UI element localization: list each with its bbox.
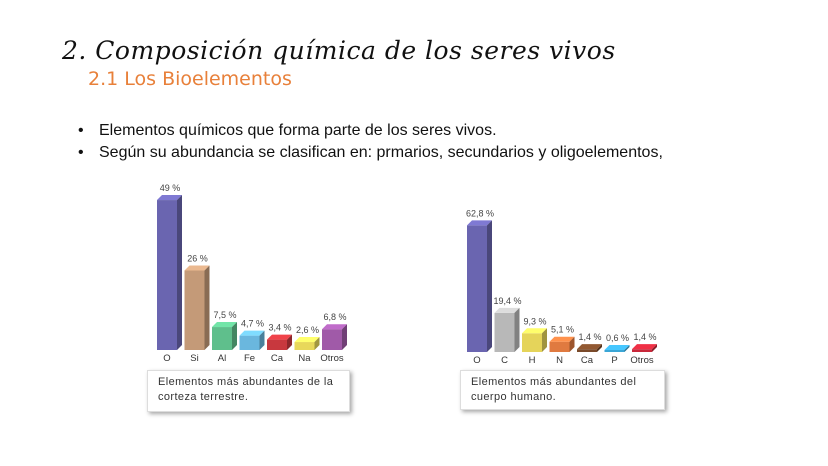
bar-top [467,220,492,226]
category-label: Na [298,353,311,364]
bar-side [569,336,575,352]
bar-top [632,344,657,350]
data-label: 1,4 % [633,332,656,342]
bar-top [184,265,210,271]
category-label: P [611,355,617,366]
bar-side [597,344,602,352]
data-label: 7,5 % [213,310,236,320]
category-label: C [501,355,508,366]
data-label: 4,7 % [241,319,264,329]
bar-Al [212,327,232,350]
data-label: 9,3 % [523,316,546,326]
category-label: Si [190,353,198,364]
bar-side [314,337,320,350]
bar-O [467,225,487,352]
data-label: 26 % [187,253,208,263]
category-label: Ca [271,353,284,364]
data-label: 19,4 % [493,296,521,306]
bullet-item: Según su abundancia se clasifican en: pr… [78,142,663,164]
chart-caption-corteza: Elementos más abundantes de la corteza t… [147,370,350,412]
bar-chart-0: 49 % O 26 % Si 7,5 % Al 4,7 % Fe 3,4 % Ca 2,6 % Na 6… [157,183,347,364]
category-label: Fe [244,353,255,364]
bar-side [287,334,292,350]
category-label: O [163,353,170,364]
bar-chart-1: 62,8 % O 19,4 % C 9,3 % H 5,1 % N 1,4 % Ca 0,6 % P 1… [466,208,657,366]
bar-top [212,322,237,328]
bar-Otros [632,349,652,352]
bar-H [522,333,542,352]
bar-top [267,334,292,340]
data-label: 3,4 % [268,323,291,333]
bar-N [549,341,570,352]
bar-side [177,195,182,350]
category-label: Al [218,353,226,364]
bar-side [542,328,547,352]
bar-top [522,328,547,334]
category-label: H [529,355,536,366]
bar-top [577,344,602,350]
bar-side [342,324,347,350]
bar-top [322,324,347,330]
bar-Ca [267,339,287,350]
bar-Si [184,270,205,350]
bullet-item: Elementos químicos que forma parte de lo… [78,120,663,142]
category-label: N [556,355,563,366]
bar-top [494,307,520,313]
bar-side [624,345,630,352]
category-label: Ca [581,355,594,366]
bar-side [514,307,520,352]
bar-top [294,337,320,343]
data-label: 49 % [160,183,181,193]
category-label: O [473,355,480,366]
data-label: 62,8 % [466,208,494,218]
bar-Fe [239,335,260,350]
data-label: 0,6 % [606,333,629,343]
data-label: 6,8 % [323,312,346,322]
bullet-list: Elementos químicos que forma parte de lo… [78,120,663,164]
category-label: Otros [630,355,653,366]
bar-C [494,312,515,352]
bar-Ca [577,349,597,352]
bar-side [232,322,237,350]
slide-subtitle: 2.1 Los Bioelementos [88,68,292,90]
chart-caption-cuerpo: Elementos más abundantes del cuerpo huma… [460,370,665,410]
slide-title: 2. Composición química de los seres vivo… [62,36,616,65]
bar-top [239,330,265,336]
bar-Otros [322,329,342,350]
bar-Na [294,342,315,350]
bar-O [157,200,177,350]
bar-side [259,330,265,350]
bar-top [549,336,575,342]
bar-top [604,345,630,350]
data-label: 2,6 % [296,325,319,335]
bar-side [652,344,657,352]
bar-side [204,265,210,350]
bar-P [604,350,625,352]
data-label: 1,4 % [578,332,601,342]
bar-top [157,195,182,201]
category-label: Otros [320,353,343,364]
bar-side [487,220,492,352]
data-label: 5,1 % [551,325,574,335]
